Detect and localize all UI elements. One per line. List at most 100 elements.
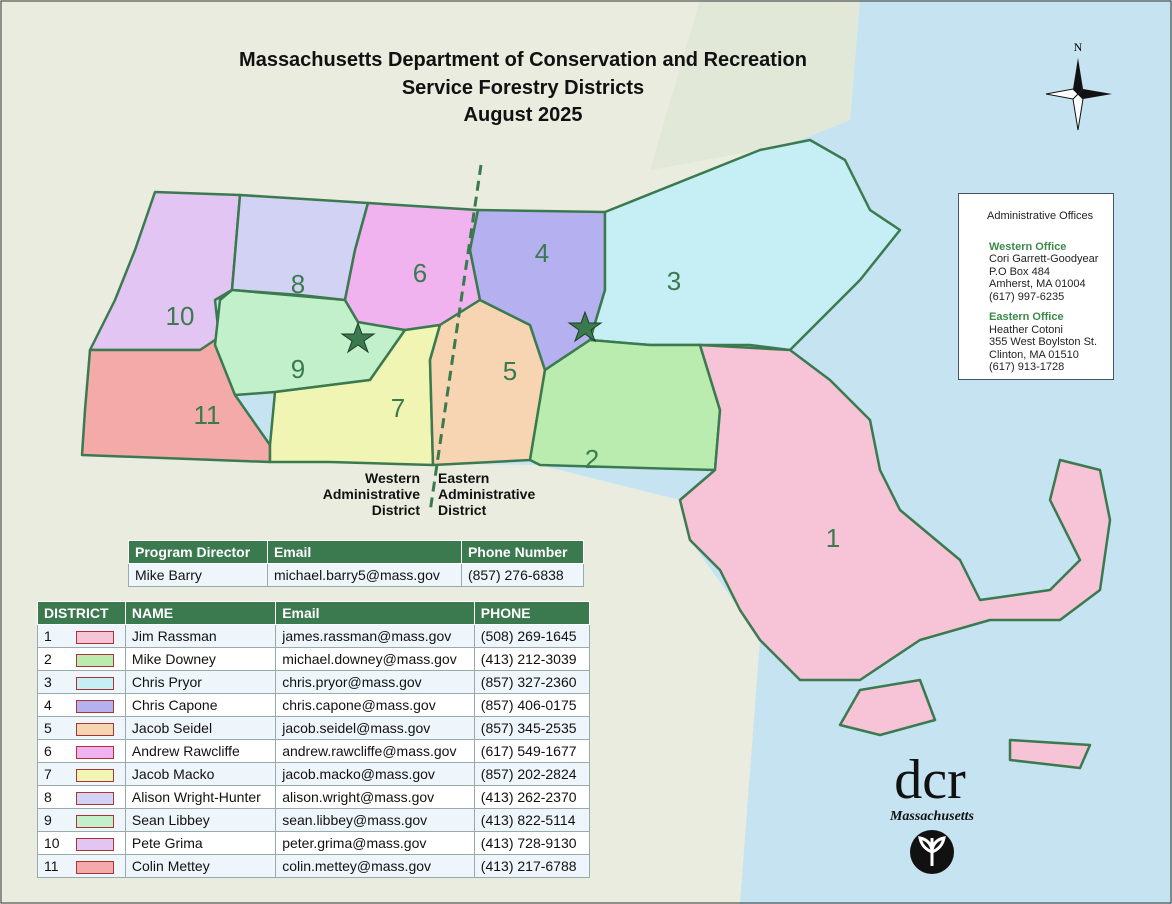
- row: 3 Chris Pryor chris.pryor@mass.gov (857) 32…: [37, 670, 591, 694]
- district-cell: 4: [37, 693, 126, 717]
- office-star: [340, 321, 376, 354]
- district-cell: 11: [37, 854, 126, 878]
- logo-state: Massachusetts: [889, 809, 975, 824]
- district-label: 7: [391, 393, 405, 423]
- name: Alison Wright-Hunter: [124, 785, 277, 809]
- header-cell: NAME: [124, 601, 277, 625]
- district-number: 5: [44, 720, 52, 736]
- name: Jacob Macko: [124, 762, 277, 786]
- boundary-label: Administrative: [323, 486, 420, 502]
- email: chris.pryor@mass.gov: [275, 670, 475, 694]
- row: 1 Jim Rassman james.rassman@mass.gov (508) …: [37, 624, 591, 648]
- color-swatch: [76, 745, 114, 759]
- district-label: 9: [291, 354, 305, 384]
- district-label: 6: [413, 258, 427, 288]
- email: james.rassman@mass.gov: [275, 624, 475, 648]
- district-number: 1: [44, 628, 52, 644]
- district-label: 1: [826, 523, 840, 553]
- office-line: Amherst, MA 01004: [989, 278, 1086, 290]
- boundary-label: Eastern: [438, 470, 489, 486]
- name: Colin Mettey: [124, 854, 277, 878]
- district-number: 9: [44, 812, 52, 828]
- boundary-label: Western: [365, 470, 420, 486]
- district-number: 6: [44, 743, 52, 759]
- title: Massachusetts Department of Conservation…: [239, 49, 807, 71]
- name: Mike Downey: [124, 647, 277, 671]
- color-swatch: [76, 768, 114, 782]
- cell: Mike Barry: [128, 563, 268, 587]
- admin-boundary: [428, 164, 483, 513]
- row: 8 Alison Wright-Hunter alison.wright@mass.…: [37, 785, 591, 809]
- district-1: [678, 343, 1112, 682]
- subtitle: Service Forestry Districts: [402, 77, 644, 99]
- district-label: 5: [503, 356, 517, 386]
- phone: (413) 217-6788: [473, 854, 591, 878]
- district-number: 7: [44, 766, 52, 782]
- row: 5 Jacob Seidel jacob.seidel@mass.gov (857) …: [37, 716, 591, 740]
- district-cell: 8: [37, 785, 126, 809]
- district-label: 10: [166, 301, 195, 331]
- color-swatch: [76, 722, 114, 736]
- name: Chris Pryor: [124, 670, 277, 694]
- office-line: Heather Cotoni: [989, 323, 1063, 336]
- island: [1008, 738, 1092, 770]
- district-label: 11: [194, 400, 221, 430]
- district-number: 8: [44, 789, 52, 805]
- logo-mark: dcr: [894, 749, 966, 811]
- color-swatch: [76, 653, 114, 667]
- row: 11 Colin Mettey colin.mettey@mass.gov (413)…: [37, 854, 591, 878]
- header-cell: Program Director: [128, 540, 268, 564]
- row: 10 Pete Grima peter.grima@mass.gov (413) 72…: [37, 831, 591, 855]
- header-cell: Email: [275, 601, 475, 625]
- row: 7 Jacob Macko jacob.macko@mass.gov (857) 20…: [37, 762, 591, 786]
- header-cell: Phone Number: [460, 540, 585, 564]
- office-heading: Eastern Office: [989, 311, 1064, 323]
- phone: (857) 406-0175: [473, 693, 591, 717]
- office-star: [567, 310, 603, 343]
- district-cell: 2: [37, 647, 126, 671]
- land: [650, 0, 860, 170]
- district-cell: 1: [37, 624, 126, 648]
- header-cell: PHONE: [473, 601, 591, 625]
- color-swatch: [76, 791, 114, 805]
- name: Chris Capone: [124, 693, 277, 717]
- office-line: Clinton, MA 01510: [989, 348, 1079, 361]
- email: jacob.seidel@mass.gov: [275, 716, 475, 740]
- district-2: [528, 338, 722, 472]
- email: chris.capone@mass.gov: [275, 693, 475, 717]
- row: Mike Barry michael.barry5@mass.gov (857) 2…: [128, 563, 585, 587]
- office-line: 355 West Boylston St.: [989, 336, 1098, 348]
- district-number: 3: [44, 674, 52, 690]
- district-cell: 10: [37, 831, 126, 855]
- district-label: 2: [585, 444, 599, 474]
- district-number: 2: [44, 651, 52, 667]
- name: Andrew Rawcliffe: [124, 739, 277, 763]
- cell: (857) 276-6838: [460, 563, 585, 587]
- color-swatch: [76, 814, 114, 828]
- district-number: 4: [44, 697, 52, 713]
- name: Jacob Seidel: [124, 716, 277, 740]
- email: michael.downey@mass.gov: [275, 647, 475, 671]
- name: Pete Grima: [124, 831, 277, 855]
- email: jacob.macko@mass.gov: [275, 762, 475, 786]
- row: 6 Andrew Rawcliffe andrew.rawcliffe@mass.g…: [37, 739, 591, 763]
- row: 9 Sean Libbey sean.libbey@mass.gov (413) 82…: [37, 808, 591, 832]
- district-label: 8: [291, 269, 305, 299]
- name: Sean Libbey: [124, 808, 277, 832]
- phone: (857) 202-2824: [473, 762, 591, 786]
- district-label: 4: [535, 238, 549, 268]
- district-cell: 6: [37, 739, 126, 763]
- district-cell: 9: [37, 808, 126, 832]
- header-cell: DISTRICT: [37, 601, 126, 625]
- header-cell: Email: [266, 540, 462, 564]
- color-swatch: [76, 630, 114, 644]
- phone: (617) 549-1677: [473, 739, 591, 763]
- logo: dcr Massachusetts: [889, 749, 975, 874]
- phone: (857) 345-2535: [473, 716, 591, 740]
- office-line: (617) 913-1728: [989, 361, 1065, 373]
- email: alison.wright@mass.gov: [275, 785, 475, 809]
- district-cell: 5: [37, 716, 126, 740]
- office-line: P.O Box 484: [989, 265, 1050, 278]
